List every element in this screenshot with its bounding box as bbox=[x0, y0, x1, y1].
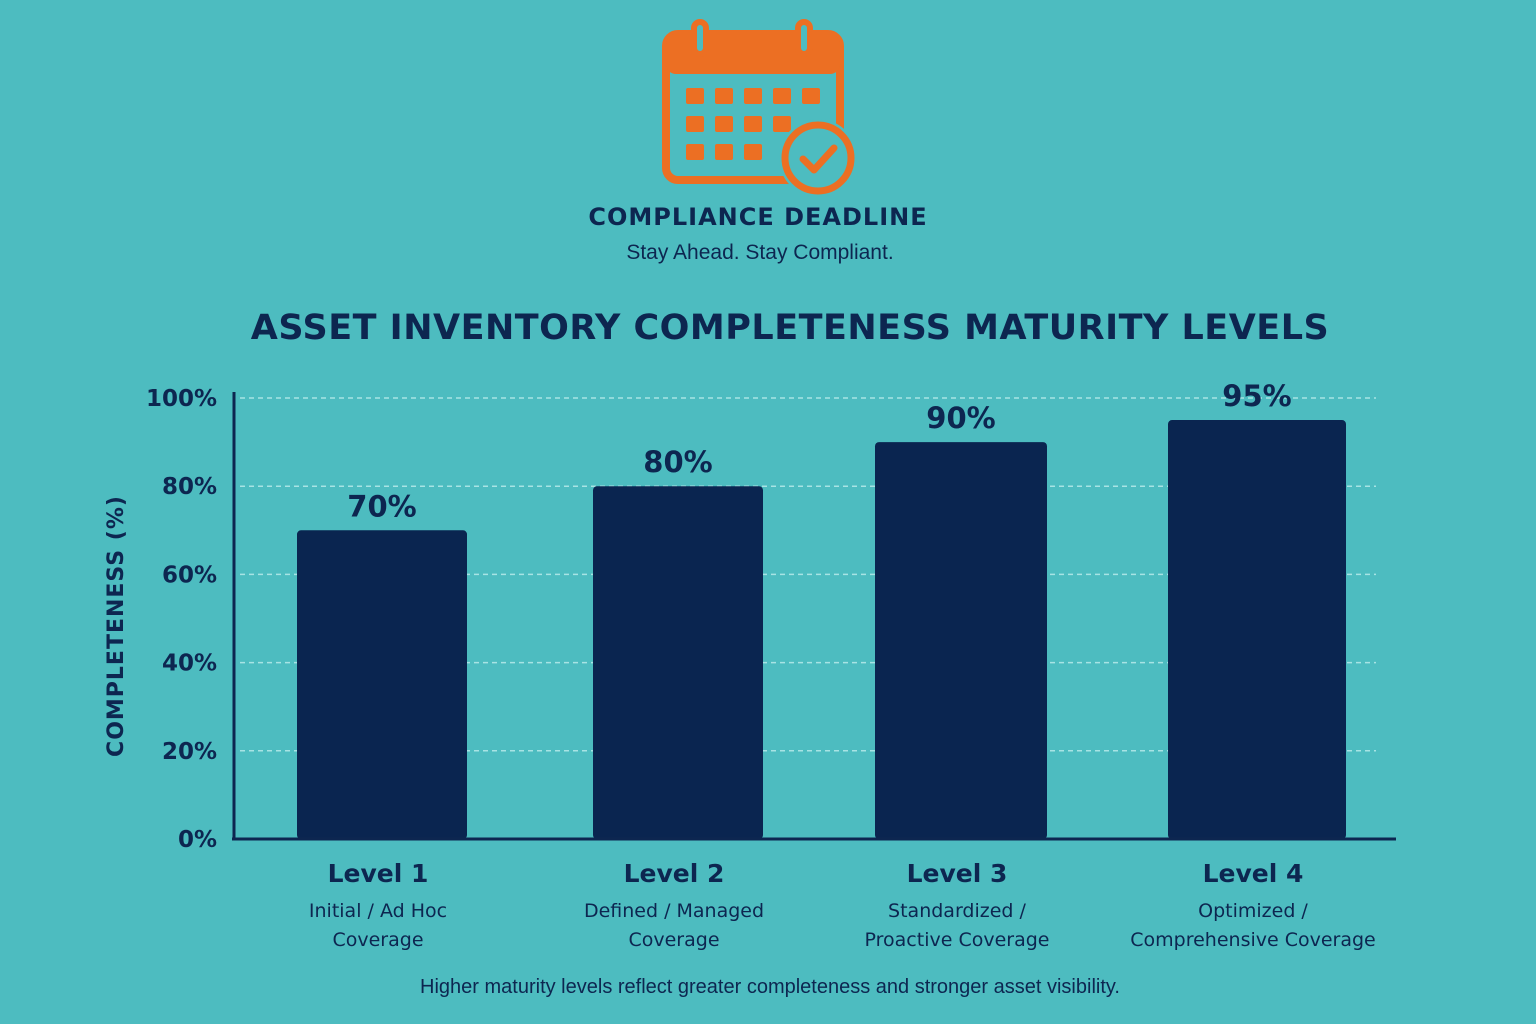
y-tick-label: 40% bbox=[162, 651, 217, 677]
y-tick-label: 20% bbox=[162, 739, 217, 765]
x-tick-sublabel: Initial / Ad Hoc bbox=[309, 900, 447, 922]
data-label: 70% bbox=[347, 489, 416, 523]
calendar-check-icon bbox=[662, 19, 857, 197]
footnote: Higher maturity levels reflect greater c… bbox=[420, 976, 1120, 998]
y-tick-label: 60% bbox=[162, 562, 217, 588]
x-tick-sublabel: Coverage bbox=[628, 929, 719, 951]
y-tick-label: 0% bbox=[178, 827, 217, 853]
bars bbox=[297, 420, 1346, 839]
bar bbox=[875, 442, 1047, 839]
bar bbox=[593, 486, 763, 839]
x-tick-label: Level 3 bbox=[907, 859, 1008, 888]
x-tick-label: Level 2 bbox=[624, 859, 725, 888]
bar bbox=[297, 530, 467, 839]
x-tick-sublabel: Comprehensive Coverage bbox=[1130, 929, 1376, 951]
brand-title: COMPLIANCE DEADLINE bbox=[588, 203, 928, 231]
data-label: 80% bbox=[643, 445, 712, 479]
data-label: 95% bbox=[1222, 379, 1291, 413]
axes bbox=[232, 392, 1396, 841]
bar bbox=[1168, 420, 1346, 839]
data-label: 90% bbox=[926, 401, 995, 435]
chart-title: ASSET INVENTORY COMPLETENESS MATURITY LE… bbox=[250, 308, 1330, 348]
x-tick-sublabel: Optimized / bbox=[1198, 900, 1308, 922]
x-tick-label: Level 1 bbox=[328, 859, 429, 888]
y-tick-label: 80% bbox=[162, 474, 217, 500]
x-tick-sublabel: Proactive Coverage bbox=[865, 929, 1050, 951]
y-tick-label: 100% bbox=[146, 386, 217, 412]
labels: 0% 20% 40% 60% 80% 100% 70% Level 1 Initial / Ad… bbox=[146, 379, 1376, 951]
y-axis-title: COMPLETENESS (%) bbox=[104, 495, 129, 757]
x-tick-label: Level 4 bbox=[1203, 859, 1304, 888]
x-tick-sublabel: Defined / Managed bbox=[584, 900, 764, 922]
x-tick-sublabel: Standardized / bbox=[888, 900, 1026, 922]
brand-tagline: Stay Ahead. Stay Compliant. bbox=[626, 241, 894, 264]
x-tick-sublabel: Coverage bbox=[332, 929, 423, 951]
